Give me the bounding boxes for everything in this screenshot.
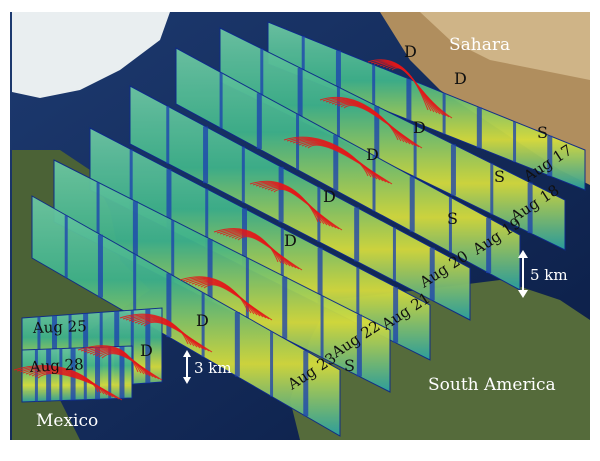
trajectories-group — [13, 59, 453, 401]
label-south-america: South America — [428, 375, 556, 395]
trajectory-line — [125, 315, 195, 347]
greenland-ice — [12, 12, 170, 98]
trajectory-line — [203, 284, 273, 321]
marker-s-2: S — [494, 167, 505, 186]
marker-d-2: D — [454, 69, 467, 88]
trajectory-line — [37, 373, 123, 401]
trajectory-line — [122, 314, 192, 346]
marker-s-1: S — [537, 123, 548, 142]
trajectory-line — [194, 281, 264, 318]
scale-5km: 5 km — [518, 250, 568, 298]
marker-d-4: D — [366, 145, 379, 164]
trajectory-line — [101, 353, 163, 381]
trajectory-line — [391, 67, 453, 119]
trajectory-line — [19, 367, 105, 395]
trajectory-line — [131, 317, 201, 349]
label-sahara: Sahara — [449, 35, 510, 55]
scale-5km-label: 5 km — [530, 266, 568, 284]
trajectory-line — [237, 236, 303, 271]
trajectory-line — [119, 313, 189, 345]
curtain-5 — [89, 127, 431, 361]
label-mexico: Mexico — [36, 411, 98, 431]
marker-d-8: D — [140, 341, 153, 360]
marker-d-6: D — [284, 231, 297, 250]
scale-3km: 3 km — [183, 350, 232, 384]
marker-d-7: D — [196, 311, 209, 330]
marker-d-3: D — [413, 118, 426, 137]
marker-d-5: D — [323, 187, 336, 206]
trajectory-line — [213, 228, 279, 263]
trajectory-line — [273, 188, 343, 231]
trajectory-line — [231, 234, 297, 269]
trajectory-line — [225, 232, 291, 267]
curtains-group — [21, 21, 586, 437]
marker-s-3: S — [447, 209, 458, 228]
trajectory-line — [197, 282, 267, 319]
trajectory-line — [307, 144, 393, 185]
trajectory-line — [25, 369, 111, 397]
curtain-6 — [53, 159, 391, 393]
curtain-2 — [219, 27, 566, 251]
trajectory-line — [22, 368, 108, 396]
marker-d-1: D — [404, 42, 417, 61]
scale-3km-label: 3 km — [194, 359, 232, 377]
trajectory-line — [128, 316, 198, 348]
sahara-region — [420, 12, 590, 80]
trajectory-line — [343, 104, 423, 149]
trajectory-line — [228, 233, 294, 268]
trajectory-line — [143, 321, 213, 353]
trajectory-line — [13, 365, 99, 393]
date-aug25: Aug 25 — [32, 317, 88, 337]
trajectory-line — [16, 366, 102, 394]
date-aug28: Aug 28 — [28, 355, 84, 376]
marker-s-4: S — [344, 356, 355, 375]
